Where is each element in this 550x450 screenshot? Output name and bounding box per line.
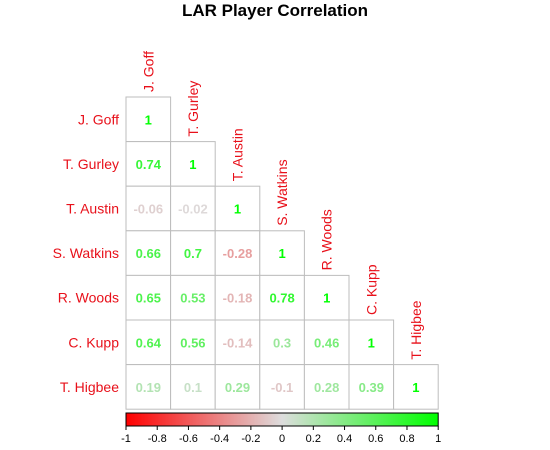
row-label-s-watkins: S. Watkins	[53, 245, 119, 261]
colorbar-gradient	[125, 412, 439, 427]
column-label-c-kupp: C. Kupp	[363, 264, 379, 315]
cell-s-watkins-t-gurley	[170, 230, 216, 276]
row-labels: J. Goff T. Gurley T. Austin S. Watkins R. Wo…	[53, 111, 120, 395]
row-label-t-higbee: T. Higbee	[60, 379, 119, 395]
row-label-t-gurley: T. Gurley	[63, 156, 119, 172]
column-label-s-watkins: S. Watkins	[274, 159, 290, 225]
colorbar-tick-label: 0.8	[399, 433, 414, 445]
cell-value: 1	[145, 112, 152, 127]
colorbar-tick-label: -0.6	[179, 433, 198, 445]
cell-c-kupp-s-watkins	[259, 319, 305, 366]
cell-value: -0.14	[223, 335, 253, 350]
cell-value: 1	[278, 246, 285, 261]
cell-value: 1	[189, 157, 196, 172]
cell-c-kupp-t-gurley	[170, 319, 216, 366]
cell-value: 0.39	[359, 380, 384, 395]
cell-value: 0.64	[136, 335, 162, 350]
colorbar-tick-label: 1	[435, 433, 441, 445]
column-label-t-gurley: T. Gurley	[185, 81, 201, 137]
row-label-j-goff: J. Goff	[78, 111, 119, 127]
cell-r-woods-s-watkins	[259, 274, 305, 321]
heatmap-cells: 1 0.74 1 -0.06 -0.02 1 0.66 0.7 -0.28 1 0.65 0.53 -0…	[125, 96, 439, 410]
cell-value: 0.1	[184, 380, 202, 395]
cell-value: 0.28	[314, 380, 339, 395]
row-label-r-woods: R. Woods	[58, 290, 119, 306]
cell-j-goff-j-goff	[125, 96, 172, 143]
colorbar-tick-label: -0.2	[241, 433, 260, 445]
cell-value: 0.29	[225, 380, 250, 395]
cell-value: 0.78	[269, 291, 294, 306]
cell-c-kupp-r-woods	[303, 319, 350, 366]
cell-value: 0.53	[180, 291, 205, 306]
chart-title: LAR Player Correlation	[182, 1, 368, 20]
cell-value: -0.02	[178, 202, 208, 217]
cell-t-austin-t-austin	[214, 185, 261, 232]
cell-value: 0.19	[136, 380, 161, 395]
colorbar-tick-label: -1	[121, 433, 131, 445]
cell-value: -0.28	[223, 246, 253, 261]
cell-t-higbee-t-higbee	[393, 364, 439, 410]
colorbar-tick-label: -0.8	[148, 433, 167, 445]
cell-value: 0.74	[136, 157, 162, 172]
cell-value: -0.18	[223, 291, 253, 306]
cell-t-higbee-c-kupp	[348, 364, 395, 410]
cell-value: 0.3	[273, 335, 291, 350]
row-label-c-kupp: C. Kupp	[68, 334, 119, 350]
colorbar-tick-label: -0.4	[210, 433, 229, 445]
colorbar-tick-label: 0.6	[368, 433, 383, 445]
cell-value: -0.1	[271, 380, 293, 395]
cell-value: 0.65	[136, 291, 161, 306]
cell-c-kupp-j-goff	[125, 319, 172, 366]
cell-c-kupp-c-kupp	[348, 319, 395, 366]
cell-value: 1	[412, 380, 419, 395]
cell-value: 0.46	[314, 335, 339, 350]
colorbar-tick-label: 0.4	[337, 433, 352, 445]
column-label-j-goff: J. Goff	[140, 51, 156, 92]
colorbar-tick-label: 0	[279, 433, 285, 445]
cell-value: 0.66	[136, 246, 161, 261]
cell-t-higbee-t-gurley	[170, 364, 216, 410]
column-label-t-higbee: T. Higbee	[408, 300, 424, 359]
cell-value: 1	[234, 202, 241, 217]
cell-value: 0.56	[180, 335, 205, 350]
column-label-r-woods: R. Woods	[319, 209, 335, 270]
cell-r-woods-t-gurley	[170, 274, 216, 321]
column-label-t-austin: T. Austin	[230, 128, 246, 181]
cell-t-higbee-s-watkins	[259, 364, 305, 410]
colorbar-tick-label: 0.2	[306, 433, 321, 445]
cell-value: -0.06	[133, 202, 163, 217]
cell-s-watkins-s-watkins	[259, 230, 305, 276]
cell-value: 1	[368, 335, 375, 350]
cell-c-kupp-t-austin	[214, 319, 261, 366]
cell-value: 1	[323, 291, 330, 306]
column-labels: J. Goff T. Gurley T. Austin S. Watkins R. Wo…	[140, 51, 424, 360]
cell-value: 0.7	[184, 246, 202, 261]
color-legend: -1 -0.8 -0.6 -0.4 -0.2 0 0.2 0.4 0.6 0.8 1	[121, 412, 441, 445]
cell-t-higbee-j-goff	[125, 364, 172, 410]
row-label-t-austin: T. Austin	[66, 201, 119, 217]
cell-t-gurley-j-goff	[125, 141, 172, 187]
